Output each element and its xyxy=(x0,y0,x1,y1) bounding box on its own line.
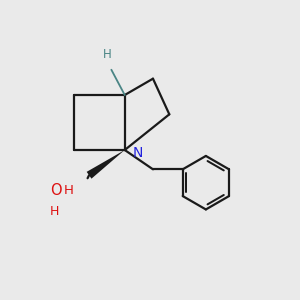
Text: H: H xyxy=(64,184,74,196)
Text: H: H xyxy=(103,48,112,61)
Text: N: N xyxy=(133,146,143,160)
Text: O: O xyxy=(51,183,62,198)
Polygon shape xyxy=(87,150,125,179)
Text: H: H xyxy=(50,205,60,218)
